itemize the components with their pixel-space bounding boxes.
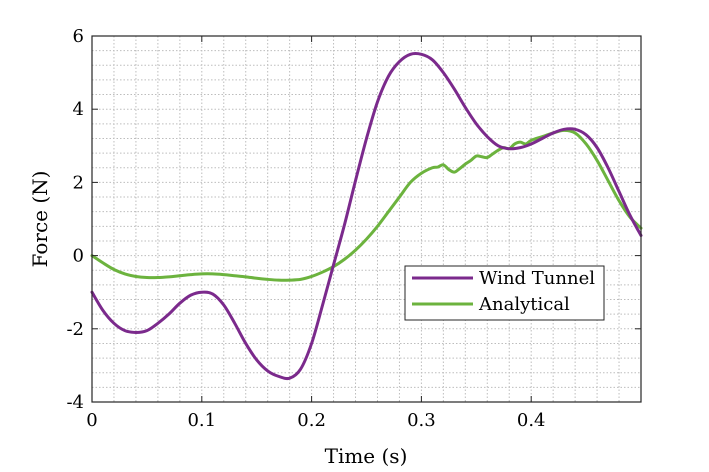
legend: Wind Tunnel Analytical bbox=[404, 265, 605, 321]
legend-label-analytical: Analytical bbox=[478, 294, 570, 315]
x-tick-label: 0 bbox=[86, 410, 97, 431]
x-tick-label: 0.4 bbox=[517, 410, 546, 431]
y-tick-label: 6 bbox=[73, 26, 84, 47]
x-axis-title: Time (s) bbox=[325, 444, 408, 468]
y-tick-label: -4 bbox=[66, 392, 84, 413]
grid bbox=[92, 36, 641, 402]
x-tick-label: 0.3 bbox=[407, 410, 436, 431]
axis-ticks: 0 0.1 0.2 0.3 0.4 -4 -2 0 2 4 6 bbox=[66, 26, 641, 431]
y-tick-label: 0 bbox=[73, 246, 84, 267]
legend-box bbox=[404, 265, 605, 321]
y-tick-label: -2 bbox=[66, 319, 84, 340]
series-line-wind-tunnel bbox=[90, 52, 643, 381]
series-line-analytical bbox=[90, 128, 643, 282]
series-lines bbox=[90, 52, 643, 381]
plot-frame bbox=[91, 35, 642, 403]
x-tick-label: 0.2 bbox=[297, 410, 326, 431]
y-tick-label: 2 bbox=[73, 172, 84, 193]
y-tick-label: 4 bbox=[73, 99, 84, 120]
x-tick-label: 0.1 bbox=[187, 410, 216, 431]
plot-background bbox=[92, 36, 641, 402]
y-axis-title: Force (N) bbox=[28, 171, 52, 268]
legend-label-wind-tunnel: Wind Tunnel bbox=[479, 268, 595, 289]
